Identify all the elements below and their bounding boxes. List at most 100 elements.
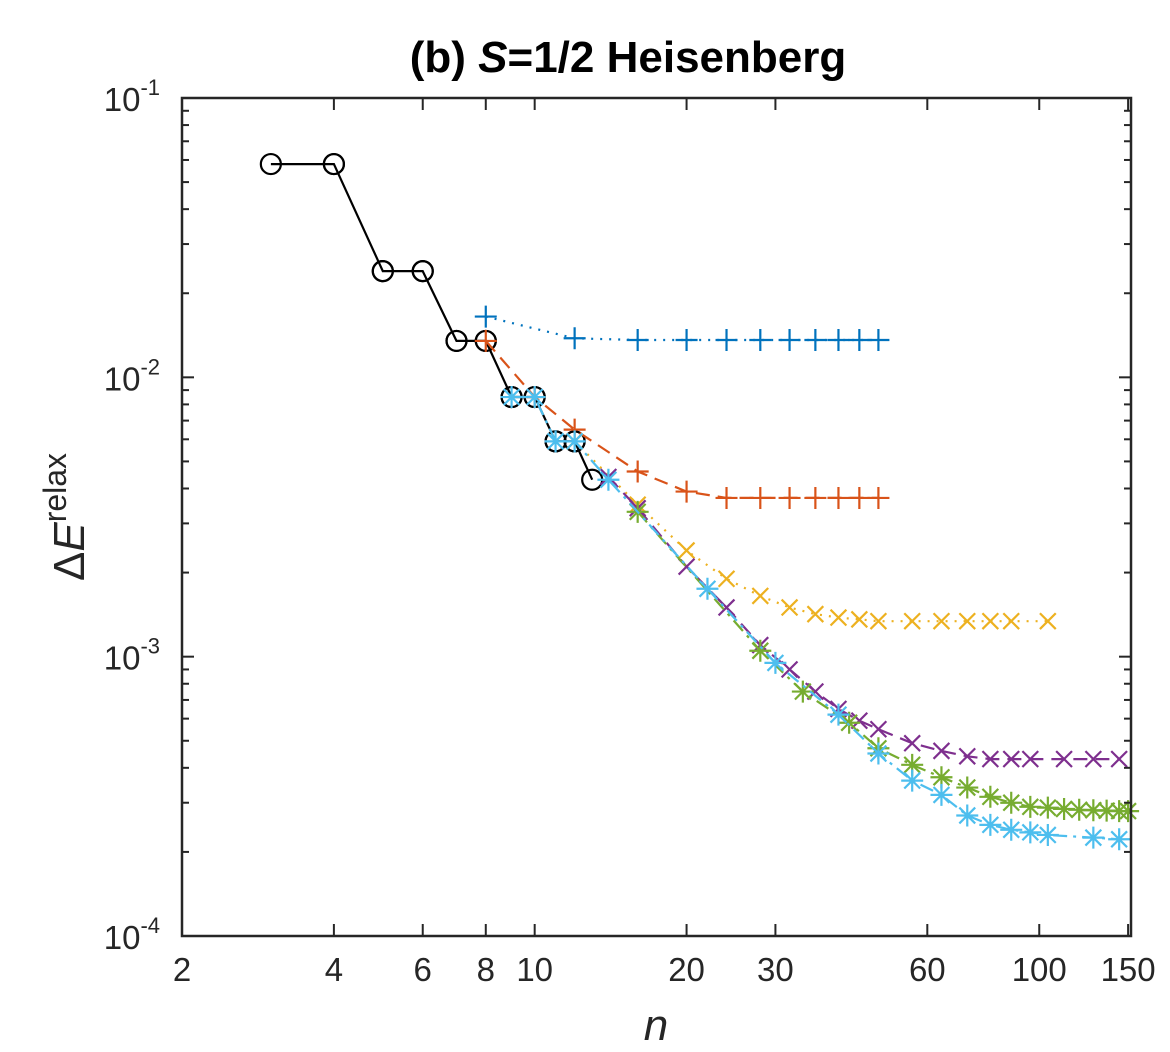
- series-5-point-2: [791, 680, 814, 703]
- series-6-point-5: [696, 577, 719, 600]
- series-6-point-2: [544, 430, 567, 453]
- y-tick-label-1: 10-3: [104, 634, 160, 677]
- series-6-point-8: [867, 742, 890, 765]
- series-3-line: [573, 440, 1048, 623]
- series-4-point-11: [932, 742, 951, 760]
- series-0: [259, 152, 604, 491]
- series-6-point-16: [1082, 826, 1105, 849]
- series-4-point-9: [869, 720, 888, 738]
- y-label-delta: Δ: [45, 552, 94, 581]
- y-tick-label-3: 10-1: [104, 75, 160, 118]
- series-4-point-16: [1055, 750, 1073, 768]
- series-0-point-4: [371, 260, 394, 283]
- series-4-point-18: [1110, 750, 1128, 768]
- y-tick-label-exp: -4: [140, 913, 160, 938]
- series-5-point-3: [838, 711, 861, 734]
- series-4-point-14: [1002, 750, 1020, 768]
- title-italic-symbol: S: [478, 33, 507, 82]
- series-2-point-5: [715, 486, 738, 509]
- series-1-point-1: [563, 327, 586, 350]
- series-5-point-14: [1082, 799, 1105, 822]
- series-4: [599, 468, 1128, 768]
- series-5: [626, 500, 1140, 823]
- series-3-point-4: [751, 587, 769, 605]
- series-2-line: [484, 340, 879, 499]
- y-label-italic: E: [45, 522, 94, 552]
- title-prefix: (b): [410, 33, 478, 82]
- y-tick-label-base: 10: [104, 81, 141, 118]
- x-tick-label-0: 2: [173, 951, 191, 988]
- series-3-point-5: [780, 598, 799, 617]
- y-tick-label-2: 10-2: [104, 354, 160, 397]
- x-tick-labels: 2 4 6 8 10 20 30 60 100 150: [173, 951, 1156, 988]
- series-3-point-12: [958, 612, 976, 630]
- series-0-point-2: [322, 152, 345, 176]
- y-tick-labels: 10-410-310-210-1: [104, 75, 160, 956]
- series-4-point-10: [903, 734, 921, 752]
- series-4-point-5: [780, 660, 799, 679]
- y-tick-label-exp: -1: [140, 75, 160, 100]
- series-1-point-3: [675, 329, 698, 352]
- series-1-point-2: [626, 329, 649, 352]
- series-1-line: [485, 315, 879, 342]
- x-tick-label-2: 6: [414, 951, 432, 988]
- series-6: [500, 386, 1131, 851]
- series-6-point-1: [523, 386, 546, 409]
- series-5-point-11: [1036, 796, 1059, 819]
- y-axis-label: ΔErelax: [37, 453, 94, 581]
- series-3-point-2: [677, 541, 696, 560]
- series-3-point-3: [717, 570, 736, 588]
- series-5-point-8: [979, 785, 1002, 808]
- series-5-point-1: [749, 639, 772, 662]
- series-6-point-14: [1019, 821, 1042, 844]
- series-4-point-17: [1084, 750, 1103, 768]
- series-5-point-7: [956, 776, 979, 799]
- chart-title: (b) S=1/2 Heisenberg: [410, 33, 847, 82]
- series-3-point-9: [869, 612, 888, 630]
- series-6-point-10: [930, 783, 953, 806]
- tick-layer: [181, 97, 1131, 937]
- x-tick-label-8: 100: [1012, 951, 1067, 988]
- x-axis-label: n: [644, 1001, 668, 1050]
- series-3-point-10: [903, 612, 921, 630]
- x-tick-label-6: 30: [757, 951, 794, 988]
- series-1-point-0: [474, 305, 497, 328]
- series-6-point-0: [500, 386, 523, 409]
- series-3-point-13: [981, 612, 1000, 630]
- y-label-sup: relax: [37, 453, 73, 522]
- y-tick-label-0: 10-4: [104, 913, 160, 956]
- series-3-point-8: [850, 610, 869, 629]
- series-4-point-8: [850, 711, 869, 730]
- series-4-point-3: [717, 598, 736, 617]
- series-5-point-6: [930, 766, 953, 789]
- x-tick-label-9: 150: [1101, 951, 1156, 988]
- series-6-point-17: [1108, 828, 1131, 851]
- series-2-point-9: [827, 486, 850, 509]
- x-tick-label-3: 8: [477, 951, 495, 988]
- series-4-point-12: [958, 747, 976, 765]
- series-5-point-17: [1117, 800, 1140, 823]
- series-3-point-15: [1039, 612, 1057, 630]
- x-tick-label-4: 10: [516, 951, 553, 988]
- series-0-point-6: [411, 260, 434, 283]
- series-2-point-0: [474, 329, 497, 352]
- series-0-line: [270, 163, 594, 481]
- series-2-point-10: [848, 486, 871, 509]
- y-tick-label-base: 10: [104, 360, 141, 397]
- series-1-point-8: [827, 329, 850, 352]
- series-6-point-6: [764, 651, 787, 674]
- series-0-point-8: [445, 329, 468, 353]
- series-6-point-15: [1036, 823, 1059, 846]
- series-0-point-0: [259, 152, 282, 176]
- series-1-point-9: [848, 329, 871, 352]
- x-tick-label-7: 60: [909, 951, 946, 988]
- series-3: [565, 432, 1057, 630]
- series-6-point-13: [1000, 818, 1023, 841]
- series-5-point-10: [1019, 795, 1042, 818]
- series-6-point-7: [827, 703, 850, 726]
- series-1: [474, 305, 890, 352]
- series-1-point-7: [804, 329, 827, 352]
- series-5-point-9: [1000, 791, 1023, 814]
- series-6-point-4: [597, 468, 620, 491]
- series-5-point-15: [1095, 799, 1118, 822]
